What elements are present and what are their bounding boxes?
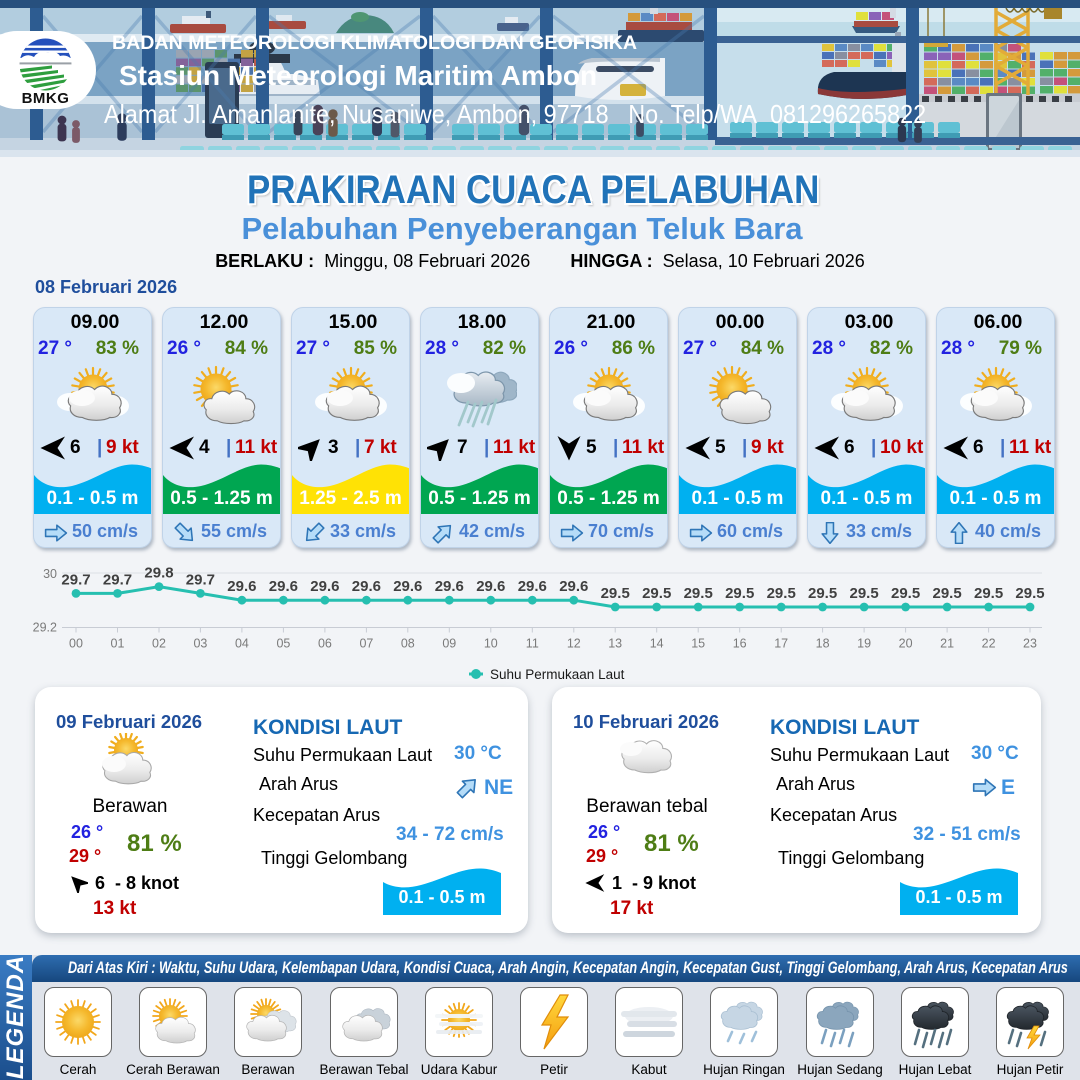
svg-text:10: 10 — [484, 637, 498, 651]
svg-text:29.5: 29.5 — [601, 585, 630, 602]
svg-text:Suhu Permukaan Laut: Suhu Permukaan Laut — [490, 667, 625, 682]
svg-text:29.5: 29.5 — [849, 585, 878, 602]
svg-text:18: 18 — [816, 637, 830, 651]
svg-text:00: 00 — [69, 637, 83, 651]
svg-text:22: 22 — [982, 637, 996, 651]
svg-text:01: 01 — [111, 637, 125, 651]
svg-text:29.6: 29.6 — [269, 578, 298, 595]
svg-text:19: 19 — [857, 637, 871, 651]
svg-text:21: 21 — [940, 637, 954, 651]
svg-text:03: 03 — [193, 637, 207, 651]
svg-text:29.6: 29.6 — [476, 578, 505, 595]
svg-text:07: 07 — [359, 637, 373, 651]
svg-text:12: 12 — [567, 637, 581, 651]
svg-text:29.5: 29.5 — [725, 585, 754, 602]
svg-text:29.6: 29.6 — [518, 578, 547, 595]
svg-text:06: 06 — [318, 637, 332, 651]
svg-text:16: 16 — [733, 637, 747, 651]
svg-text:29.5: 29.5 — [767, 585, 796, 602]
svg-text:29.6: 29.6 — [227, 578, 256, 595]
svg-text:09: 09 — [442, 637, 456, 651]
svg-text:29.7: 29.7 — [103, 571, 132, 588]
svg-text:29.5: 29.5 — [891, 585, 920, 602]
svg-text:30: 30 — [43, 567, 57, 581]
svg-text:05: 05 — [276, 637, 290, 651]
svg-text:02: 02 — [152, 637, 166, 651]
svg-text:29.5: 29.5 — [1015, 585, 1044, 602]
svg-text:23: 23 — [1023, 637, 1037, 651]
svg-text:29.7: 29.7 — [186, 571, 215, 588]
svg-text:29.5: 29.5 — [932, 585, 961, 602]
svg-text:14: 14 — [650, 637, 664, 651]
svg-text:29.6: 29.6 — [310, 578, 339, 595]
svg-text:29.7: 29.7 — [61, 571, 90, 588]
svg-text:29.2: 29.2 — [33, 621, 57, 635]
svg-text:11: 11 — [526, 637, 539, 651]
svg-text:29.6: 29.6 — [435, 578, 464, 595]
svg-text:29.5: 29.5 — [684, 585, 713, 602]
svg-text:04: 04 — [235, 637, 249, 651]
svg-text:13: 13 — [608, 637, 622, 651]
svg-text:29.6: 29.6 — [352, 578, 381, 595]
svg-text:20: 20 — [899, 637, 913, 651]
svg-text:08: 08 — [401, 637, 415, 651]
svg-text:29.5: 29.5 — [974, 585, 1003, 602]
svg-text:29.6: 29.6 — [559, 578, 588, 595]
svg-text:29.5: 29.5 — [642, 585, 671, 602]
svg-text:29.8: 29.8 — [144, 565, 173, 582]
svg-text:17: 17 — [774, 637, 788, 651]
svg-text:29.6: 29.6 — [393, 578, 422, 595]
svg-text:15: 15 — [691, 637, 705, 651]
svg-text:29.5: 29.5 — [808, 585, 837, 602]
